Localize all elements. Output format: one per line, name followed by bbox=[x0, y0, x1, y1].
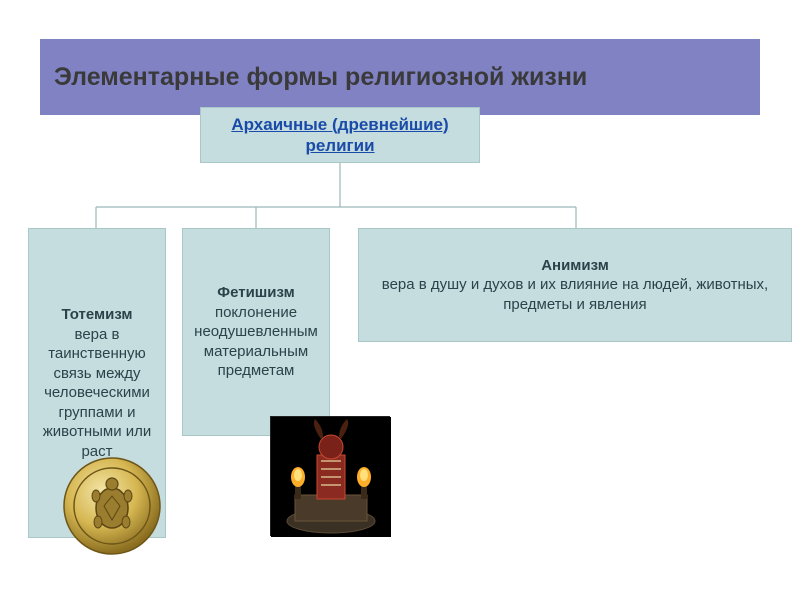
animism-title: Анимизм bbox=[365, 256, 785, 276]
root-node: Архаичные (древнейшие) религии bbox=[200, 107, 480, 163]
slide-title-bar: Элементарные формы религиозной жизни bbox=[40, 39, 760, 115]
coin-amulet-icon bbox=[62, 456, 162, 556]
fetishism-box: Фетишизм поклонение неодушевленным матер… bbox=[182, 228, 330, 436]
animism-box: Анимизм вера в душу и духов и их влияние… bbox=[358, 228, 792, 342]
fetishism-title: Фетишизм bbox=[189, 283, 323, 303]
slide-title: Элементарные формы религиозной жизни bbox=[54, 63, 587, 92]
root-link[interactable]: Архаичные (древнейшие) религии bbox=[209, 114, 471, 157]
totemism-desc: вера в таинственную связь между человече… bbox=[43, 326, 152, 460]
totemism-title: Тотемизм bbox=[35, 305, 159, 325]
fetishism-desc: поклонение неодушевленным материальным п… bbox=[194, 304, 318, 380]
animism-desc: вера в душу и духов и их влияние на люде… bbox=[382, 276, 768, 313]
totem-figure-icon bbox=[270, 416, 390, 536]
